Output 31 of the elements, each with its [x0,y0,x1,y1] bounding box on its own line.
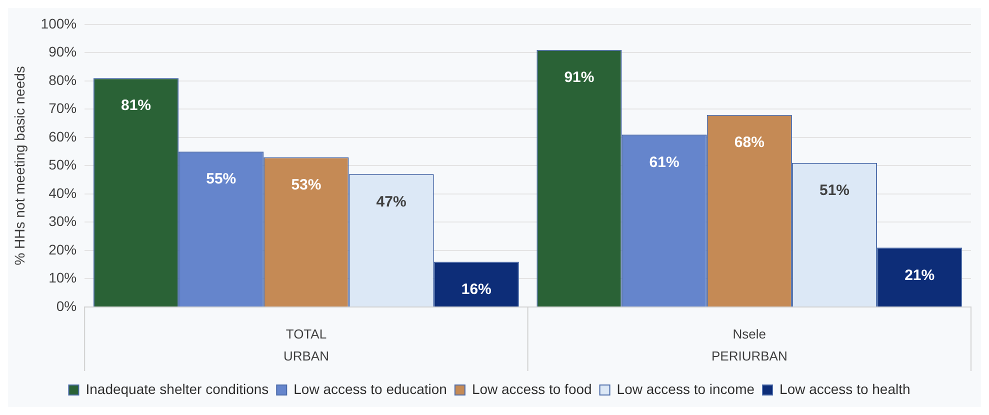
data-label: 21% [904,266,935,284]
data-label: 55% [206,170,236,188]
y-tick-label: 70% [48,100,77,116]
legend-label: Low access to health [780,380,910,397]
data-label: 51% [819,182,850,200]
data-label: 81% [121,97,152,114]
y-tick-label: 80% [48,72,77,88]
y-tick-label: 40% [48,184,77,201]
legend-label: Low access to income [616,380,755,397]
y-tick-label: 60% [48,128,77,144]
y-tick-label: 30% [48,213,77,230]
x-tick-label: Nsele [732,326,766,342]
text: PERIURBAN [711,348,788,364]
legend-label: Low access to food [472,380,592,397]
y-tick-label: 10% [48,270,77,286]
data-label: 16% [461,280,492,298]
y-tick-label: 0% [56,298,77,314]
data-label: 68% [734,134,764,151]
data-label: 47% [376,193,406,210]
y-axis-title: % HHs not meeting basic needs [11,66,28,266]
x-tick-label: TOTAL [286,326,327,342]
y-tick-label: 20% [48,241,77,258]
y-tick-label: 100% [40,15,77,32]
data-label: 91% [564,68,594,86]
y-tick-label: 50% [48,156,77,173]
y-tick-label: 90% [48,44,77,60]
data-label: 53% [291,176,322,194]
text: URBAN [283,348,329,364]
legend-label: Inadequate shelter conditions [86,380,269,397]
data-label: 61% [649,154,680,171]
legend-label: Low access to education [294,380,447,397]
